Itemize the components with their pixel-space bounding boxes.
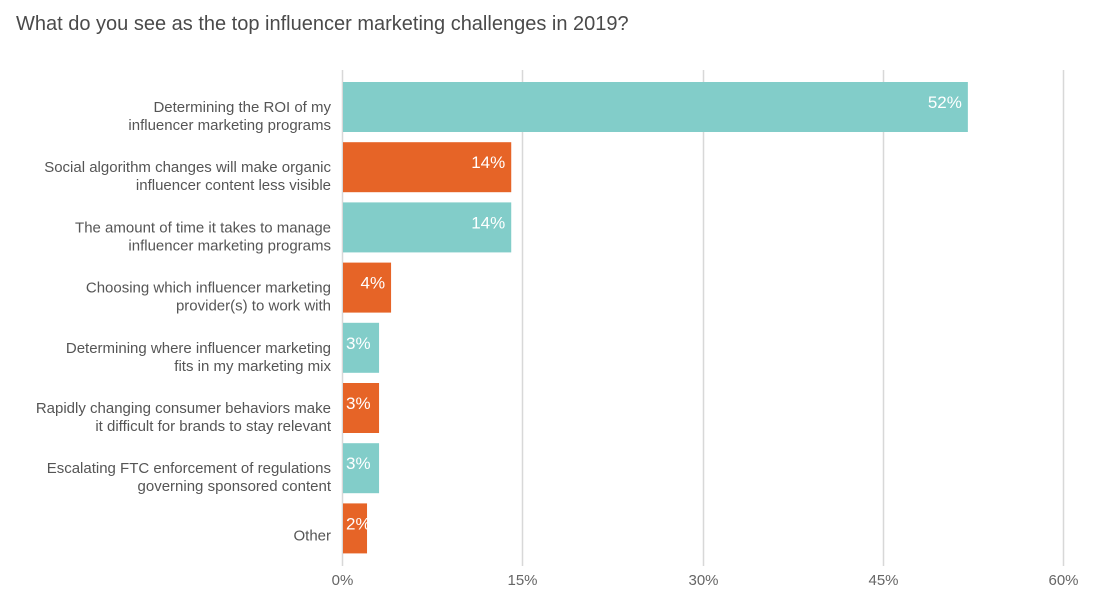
x-tick-label: 45% [868, 572, 898, 589]
bar [343, 262, 392, 313]
category-label: Determining the ROI of my [153, 99, 331, 116]
x-tick-label: 0% [332, 572, 354, 589]
data-label: 3% [346, 334, 371, 353]
data-label: 3% [346, 454, 371, 473]
bars: 52% 14% 14% 4% 3% 3% 3% 2% [343, 82, 968, 554]
x-tick-label: 15% [507, 572, 537, 589]
category-label: Other [293, 527, 331, 544]
category-label: Determining where influencer marketing [66, 340, 331, 357]
category-label: Rapidly changing consumer behaviors make [36, 400, 331, 417]
gridlines [341, 70, 1065, 566]
category-label: influencer marketing programs [128, 117, 331, 134]
category-label: influencer content less visible [136, 177, 331, 194]
chart-title: What do you see as the top influencer ma… [16, 13, 629, 35]
tick-labels: 0% 15% 30% 45% 60% [332, 572, 1079, 589]
bar [343, 322, 380, 373]
data-label: 14% [471, 213, 505, 232]
category-label: Social algorithm changes will make organ… [44, 159, 331, 176]
bar [343, 202, 512, 253]
category-label: fits in my marketing mix [174, 358, 331, 375]
category-label: Escalating FTC enforcement of regulation… [47, 460, 331, 477]
bar [343, 82, 968, 132]
bar [343, 142, 512, 193]
category-label: The amount of time it takes to manage [75, 219, 331, 236]
category-label: Choosing which influencer marketing [86, 280, 331, 297]
category-label: it difficult for brands to stay relevant [95, 418, 332, 435]
bar [343, 503, 368, 554]
category-label: influencer marketing programs [128, 237, 331, 254]
category-label: provider(s) to work with [176, 298, 331, 315]
x-tick-label: 30% [688, 572, 718, 589]
data-label: 4% [360, 274, 385, 293]
data-label: 3% [346, 394, 371, 413]
data-label: 52% [928, 93, 962, 112]
x-tick-label: 60% [1048, 572, 1078, 589]
category-label: governing sponsored content [138, 478, 332, 495]
data-label: 2% [346, 514, 371, 533]
bar [343, 443, 380, 494]
bar [343, 383, 380, 433]
data-label: 14% [471, 153, 505, 172]
